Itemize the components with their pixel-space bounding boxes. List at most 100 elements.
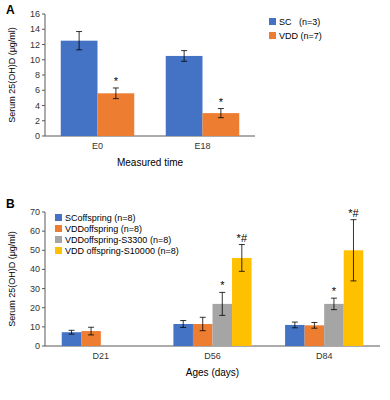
error-cap	[200, 330, 206, 331]
error-cap	[88, 334, 94, 335]
legend: SCoffspring (n=8)VDDoffspring (n=8)VDDof…	[55, 213, 179, 256]
error-cap	[350, 280, 356, 281]
error-cap	[219, 292, 225, 293]
bar	[232, 258, 252, 346]
error-line	[241, 245, 242, 272]
y-tick-label: 14	[30, 24, 40, 34]
error-line	[115, 88, 116, 99]
y-tick-label: 0	[35, 341, 40, 351]
error-cap	[113, 98, 119, 99]
legend-swatch	[55, 225, 62, 232]
error-line	[184, 51, 185, 62]
legend-label: SCoffspring (n=8)	[65, 213, 136, 223]
y-tick-label: 20	[30, 303, 40, 313]
y-tick-label: 40	[30, 264, 40, 274]
significance-mark: *	[220, 279, 225, 291]
error-line	[220, 109, 221, 118]
y-tick-label: 50	[30, 245, 40, 255]
y-axis-label: Serum 25(OH)D (μg/ml)	[7, 231, 17, 327]
error-cap	[350, 219, 356, 220]
marks	[61, 32, 240, 136]
legend-label: SC (n=3)	[279, 17, 320, 27]
y-axis-line	[45, 14, 46, 136]
error-cap	[76, 49, 82, 50]
x-tick-label: D21	[93, 351, 110, 361]
error-line	[71, 330, 72, 334]
error-bar	[239, 245, 245, 272]
panel-label: A	[6, 3, 15, 17]
x-axis-label: Measured time	[117, 157, 184, 168]
error-cap	[331, 309, 337, 310]
legend-swatch	[55, 214, 62, 221]
bar	[305, 325, 325, 346]
x-tick-label: E18	[194, 141, 210, 151]
error-cap	[69, 330, 75, 331]
error-bar	[218, 109, 224, 118]
x-tick-label: D84	[316, 351, 333, 361]
error-bar	[113, 88, 119, 99]
error-cap	[218, 117, 224, 118]
error-cap	[113, 87, 119, 88]
error-line	[202, 317, 203, 330]
bar	[166, 56, 203, 136]
error-bar	[76, 32, 82, 50]
error-cap	[180, 327, 186, 328]
significance-mark: *	[219, 96, 224, 108]
panel: A0246810121416Serum 25(OH)D (μg/ml)E0E18…	[6, 3, 322, 168]
error-line	[222, 292, 223, 315]
error-cap	[218, 108, 224, 109]
y-tick-label: 10	[30, 322, 40, 332]
figure: A0246810121416Serum 25(OH)D (μg/ml)E0E18…	[0, 0, 390, 400]
error-bar	[69, 330, 75, 334]
error-bar	[292, 322, 298, 328]
error-line	[314, 322, 315, 328]
legend-swatch	[269, 18, 276, 25]
error-cap	[239, 271, 245, 272]
y-tick-label: 10	[30, 55, 40, 65]
error-line	[353, 220, 354, 281]
error-line	[91, 327, 92, 335]
error-cap	[311, 328, 317, 329]
significance-mark: *#	[348, 207, 359, 219]
significance-mark: *	[332, 285, 337, 297]
legend-label: VDDoffspring (n=8)	[65, 224, 142, 234]
error-cap	[219, 315, 225, 316]
error-line	[294, 322, 295, 328]
significance-mark: *#	[237, 232, 248, 244]
y-tick-label: 60	[30, 226, 40, 236]
error-line	[79, 32, 80, 50]
error-bar	[331, 298, 337, 309]
error-cap	[200, 317, 206, 318]
panel: B 0 10 20 30 40 50 60 70 Serum 25(OH)D (μg/ml) D21…	[6, 197, 380, 378]
legend-label: VDD (n=7)	[279, 31, 322, 41]
bar	[98, 93, 135, 136]
y-axis-label: Serum 25(OH)D (μg/ml)	[7, 27, 17, 123]
bar	[324, 304, 344, 346]
bar	[173, 324, 193, 346]
error-bar	[200, 317, 206, 330]
error-bar	[180, 321, 186, 328]
y-tick-label: 12	[30, 40, 40, 50]
error-cap	[292, 322, 298, 323]
error-cap	[180, 320, 186, 321]
panel-label: B	[6, 197, 15, 211]
x-tick-label: E0	[92, 141, 103, 151]
error-cap	[181, 50, 187, 51]
legend-label: VDDoffspring-S3300 (n=8)	[65, 235, 171, 245]
error-cap	[181, 61, 187, 62]
y-tick-label: 70	[30, 207, 40, 217]
bar	[62, 332, 82, 346]
y-tick-label: 0	[35, 131, 40, 141]
error-cap	[292, 327, 298, 328]
error-line	[333, 298, 334, 309]
significance-mark: *	[114, 75, 119, 87]
y-tick-label: 30	[30, 284, 40, 294]
x-tick-label: D56	[204, 351, 221, 361]
legend-label: VDD offspring-S10000 (n=8)	[65, 246, 179, 256]
y-tick-label: 16	[30, 9, 40, 19]
bar	[285, 325, 305, 346]
error-cap	[88, 327, 94, 328]
error-cap	[239, 244, 245, 245]
error-cap	[69, 334, 75, 335]
marks	[62, 220, 364, 346]
